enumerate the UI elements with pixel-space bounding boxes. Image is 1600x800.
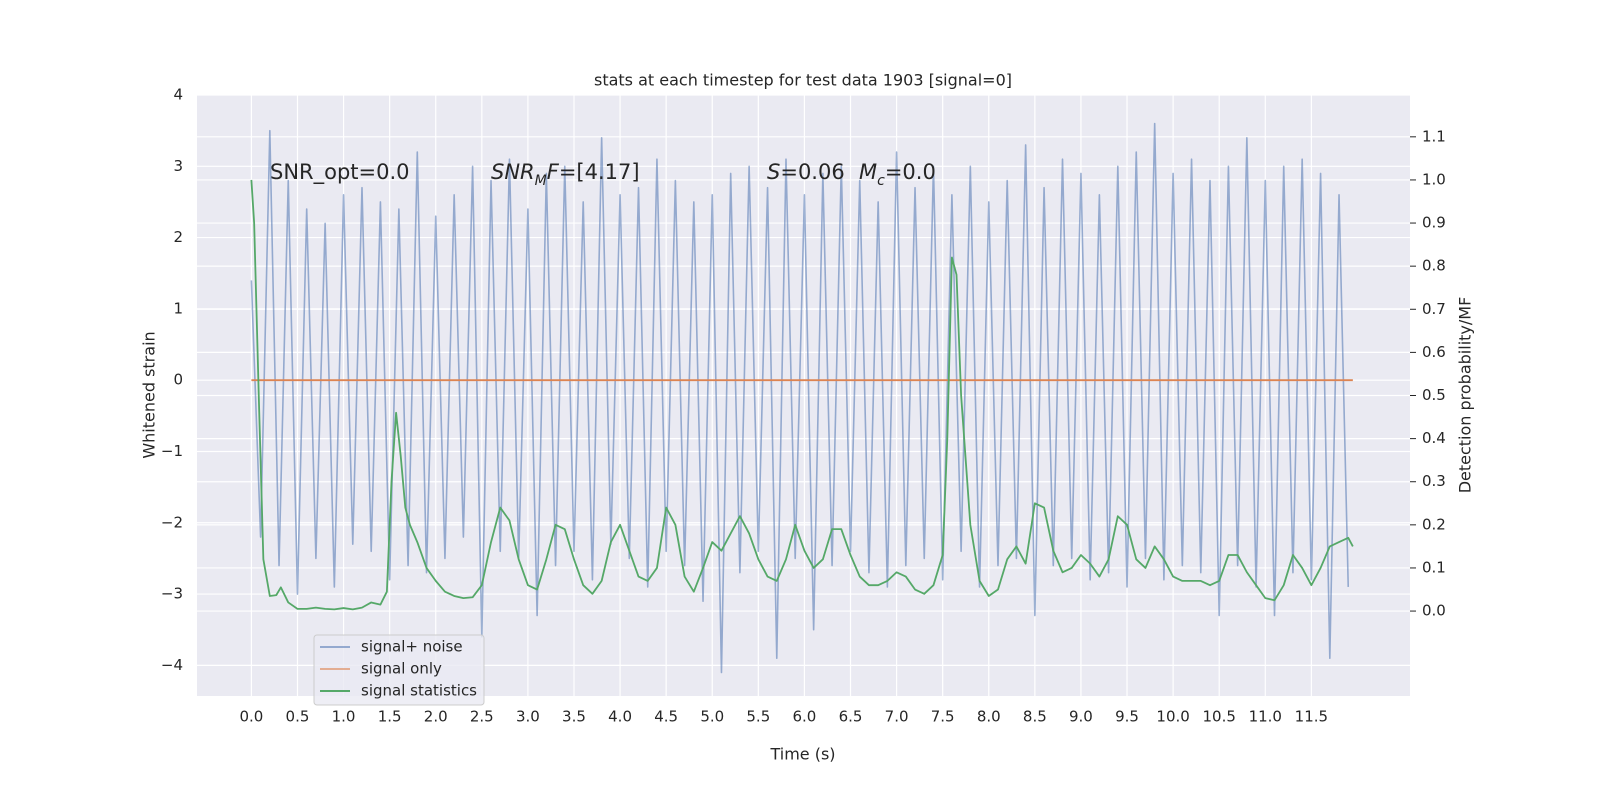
x-tick-label: 9.0 [1069, 708, 1093, 726]
x-tick-label: 0.5 [286, 708, 310, 726]
y-tick-label: −1 [161, 442, 183, 460]
annotation-part: S [767, 160, 780, 184]
y-tick-label: −3 [161, 585, 183, 603]
x-tick-label: 0.0 [239, 708, 263, 726]
y2-tick-label: 0.3 [1422, 472, 1446, 490]
x-tick-label: 9.5 [1115, 708, 1139, 726]
annotation-part: =[4.17] [559, 160, 640, 184]
x-tick-label: 10.0 [1156, 708, 1189, 726]
annotation-part: M [859, 160, 877, 184]
series-line [250, 122, 1350, 674]
chart-title: stats at each timestep for test data 190… [594, 71, 1012, 90]
x-tick-label: 10.5 [1202, 708, 1235, 726]
x-tick-label: 3.0 [516, 708, 540, 726]
x-tick-label: 8.0 [977, 708, 1001, 726]
y-tick-label: 3 [173, 157, 183, 175]
y-tick-label: 2 [173, 228, 183, 246]
x-tick-label: 4.0 [608, 708, 632, 726]
legend-label: signal only [361, 660, 442, 678]
y2-tick-label: 0.7 [1422, 300, 1446, 318]
legend-box [313, 634, 485, 706]
x-tick-label: 7.0 [885, 708, 909, 726]
legend-label: signal+ noise [361, 638, 463, 656]
y2-tick-label: 0.9 [1422, 214, 1446, 232]
annotation-part: c [877, 173, 885, 189]
x-tick-label: 1.5 [378, 708, 402, 726]
x-tick-label: 4.5 [654, 708, 678, 726]
y2-tick-label: 0.8 [1422, 257, 1446, 275]
y2-tick-label: 0.1 [1422, 558, 1446, 576]
y2-axis-label: Detection probability/MF [1456, 297, 1475, 494]
annotation: Mc=0.0 [859, 160, 936, 189]
annotation: SNRMF=[4.17] [491, 160, 640, 189]
annotation-part: =0.06 [780, 160, 844, 184]
x-axis-label: Time (s) [769, 745, 835, 764]
x-tick-label: 8.5 [1023, 708, 1047, 726]
y-axis-label: Whitened strain [140, 331, 159, 458]
y2-tick-label: 0.5 [1422, 386, 1446, 404]
x-tick-label: 3.5 [562, 708, 586, 726]
annotation-part: SNR_opt=0.0 [270, 160, 410, 185]
y-tick-label: 1 [173, 299, 183, 317]
legend-label: signal statistics [361, 682, 477, 700]
y2-tick-label: 0.0 [1422, 602, 1446, 620]
annotation-part: F [547, 160, 560, 184]
y-tick-label: 0 [173, 371, 183, 389]
x-tick-label: 5.0 [700, 708, 724, 726]
y2-tick-label: 1.1 [1422, 127, 1446, 145]
annotation: SNR_opt=0.0 [270, 160, 410, 185]
x-tick-label: 5.5 [746, 708, 770, 726]
y2-tick-label: 0.2 [1422, 515, 1446, 533]
x-tick-label: 1.0 [332, 708, 356, 726]
y2-tick-label: 0.4 [1422, 429, 1446, 447]
annotation: S=0.06 [767, 160, 845, 184]
x-tick-label: 11.5 [1295, 708, 1328, 726]
annotation-part: M [535, 173, 547, 189]
x-tick-label: 2.5 [470, 708, 494, 726]
y2-tick-label: 1.0 [1422, 170, 1446, 188]
y-tick-label: −4 [161, 656, 183, 674]
annotation-part: SNR [491, 160, 535, 184]
x-tick-label: 7.5 [931, 708, 955, 726]
series-line [250, 179, 1354, 611]
x-tick-label: 11.0 [1249, 708, 1282, 726]
x-tick-label: 6.0 [792, 708, 816, 726]
x-tick-label: 2.0 [424, 708, 448, 726]
annotation-part: =0.0 [885, 160, 936, 184]
x-tick-label: 6.5 [839, 708, 863, 726]
y-tick-label: −2 [161, 513, 183, 531]
y-tick-label: 4 [173, 86, 183, 104]
y2-tick-label: 0.6 [1422, 343, 1446, 361]
